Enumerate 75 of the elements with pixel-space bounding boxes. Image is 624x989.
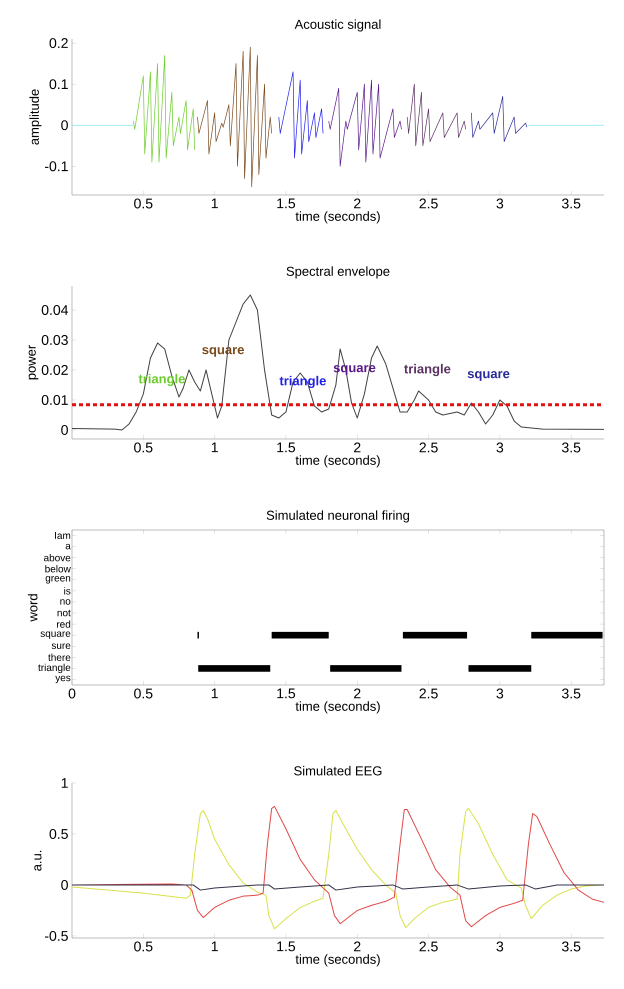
y-tick-label: green (46, 576, 70, 584)
line-series (132, 55, 196, 163)
x-tick-label: 0.5 (134, 442, 152, 452)
line-series (278, 71, 324, 158)
line-series (406, 84, 466, 146)
x-tick-label: 0.5 (134, 942, 152, 952)
x-axis-title: time (seconds) (296, 701, 380, 714)
y-tick-label: -0.1 (44, 161, 68, 172)
y-tick-label: a (66, 544, 71, 550)
y-tick-label: 0 (61, 425, 68, 435)
y-axis-title: word (28, 594, 38, 622)
x-tick-label: 1 (212, 688, 218, 698)
x-tick-label: 3 (496, 688, 504, 698)
x-tick-label: 0.5 (134, 198, 152, 208)
annotation: square (468, 371, 510, 381)
x-tick-label: 2 (354, 688, 360, 698)
y-tick-label: 0.1 (50, 79, 68, 90)
y-tick-label: 0.5 (50, 829, 68, 839)
y-tick-label: 0.02 (42, 365, 68, 375)
x-axis-title: time (seconds) (296, 954, 380, 966)
chart-title: Simulated EEG (294, 766, 382, 776)
y-tick-label: 0 (61, 120, 68, 130)
x-tick-label: 1.5 (277, 688, 296, 698)
x-tick-label: 2 (354, 442, 360, 452)
line-series (328, 80, 402, 167)
x-axis-title: time (seconds) (296, 211, 380, 224)
y-tick-label: 0.03 (42, 335, 68, 345)
y-tick-label: 0.01 (42, 395, 68, 405)
y-tick-label: below (45, 565, 71, 572)
y-tick-label: 0 (61, 880, 68, 890)
x-tick-label: 3.5 (562, 942, 580, 952)
y-tick-label: there (48, 654, 70, 661)
y-axis-title: power (28, 345, 38, 380)
chart-title: Spectral envelope (286, 266, 390, 278)
y-tick-label: Iam (55, 532, 70, 540)
y-tick-label: no (60, 599, 70, 605)
y-tick-label: 0.2 (50, 38, 68, 48)
x-tick-label: 1 (212, 442, 218, 452)
line-series (471, 96, 528, 142)
x-tick-label: 1 (212, 198, 218, 208)
y-tick-label: triangle (38, 664, 70, 674)
y-axis-title: a.u. (34, 850, 42, 871)
x-tick-label: 1 (212, 942, 218, 952)
x-tick-label: 3.5 (562, 198, 580, 208)
y-tick-label: square (40, 631, 70, 639)
y-tick-label: -0.5 (44, 930, 68, 941)
y-tick-label: red (57, 620, 70, 628)
annotation: triangle (404, 364, 450, 376)
chart-title: Simulated neuronal firing (266, 510, 410, 522)
x-tick-label: 3 (496, 198, 504, 208)
x-tick-label: 2 (354, 942, 360, 952)
y-tick-label: 1 (62, 778, 68, 788)
x-tick-label: 2 (354, 198, 360, 208)
y-tick-label: yes (55, 676, 70, 684)
x-tick-label: 1.5 (277, 198, 296, 208)
x-tick-label: 3 (496, 942, 504, 952)
x-tick-label: 3.5 (562, 442, 580, 452)
y-axis-title: amplitude (29, 89, 42, 145)
x-tick-label: 2.5 (420, 688, 438, 698)
x-tick-label: 1.5 (277, 942, 296, 952)
x-tick-label: 3 (496, 442, 504, 452)
x-tick-label: 0.5 (134, 688, 152, 698)
x-tick-label: 2.5 (420, 442, 438, 452)
y-tick-label: not (58, 610, 71, 616)
x-axis-title: time (seconds) (296, 455, 380, 468)
y-tick-label: above (44, 554, 70, 562)
x-tick-label: 1.5 (277, 442, 296, 452)
y-tick-label: is (64, 587, 70, 595)
x-tick-label: 2.5 (420, 198, 438, 208)
y-tick-label: 0.04 (42, 305, 68, 315)
x-tick-label: 2.5 (420, 942, 438, 952)
line-series (197, 46, 272, 188)
y-tick-label: sure (52, 644, 70, 649)
x-tick-label: 3.5 (562, 688, 580, 698)
chart-title: Acoustic signal (294, 19, 380, 32)
